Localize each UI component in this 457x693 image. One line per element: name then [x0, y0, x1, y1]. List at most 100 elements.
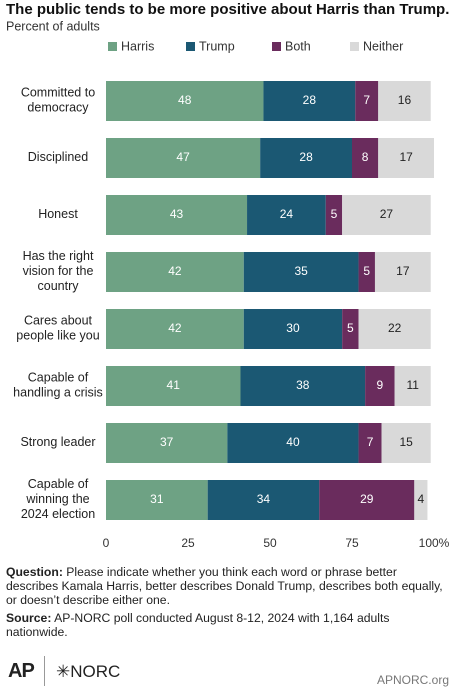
- value-label: 42: [168, 321, 182, 335]
- bar-segment: [106, 81, 264, 121]
- bar-segment: [106, 309, 244, 349]
- logo-divider: [44, 656, 45, 686]
- value-label: 7: [367, 435, 374, 449]
- bar-segment: [106, 138, 261, 178]
- bar-segment: [342, 195, 431, 235]
- legend-swatch: [272, 42, 281, 51]
- value-label: 42: [168, 264, 182, 278]
- bar-segment: [240, 366, 366, 406]
- value-label: 5: [363, 264, 370, 278]
- value-label: 7: [363, 93, 370, 107]
- value-label: 16: [398, 93, 412, 107]
- bar-segment: [352, 138, 379, 178]
- bar-segment: [358, 252, 375, 292]
- category-label: Capable of winning the 2024 election: [21, 477, 95, 521]
- x-tick-label: 25: [181, 536, 195, 550]
- logo-star: ✳: [56, 662, 71, 681]
- legend-label: Neither: [363, 39, 403, 53]
- value-label: 4: [418, 492, 425, 506]
- bar-segment: [378, 81, 431, 121]
- category-label: Honest: [38, 207, 78, 221]
- source-note: Source: AP-NORC poll conducted August 8-…: [6, 611, 446, 639]
- x-tick-label: 0: [103, 536, 110, 550]
- category-line: handling a crisis: [13, 386, 103, 400]
- category-line: people like you: [16, 329, 99, 343]
- value-label: 47: [176, 150, 190, 164]
- value-label: 8: [362, 150, 369, 164]
- bar-segment: [106, 423, 228, 463]
- x-tick-label: 50: [263, 536, 277, 550]
- category-line: Strong leader: [20, 435, 95, 449]
- bar-segment: [325, 195, 343, 235]
- value-label: 43: [170, 207, 184, 221]
- chart: The public tends to be more positive abo…: [6, 1, 450, 550]
- question-label: Question:: [6, 565, 63, 579]
- bar-segment: [378, 138, 434, 178]
- x-tick-label: 100%: [419, 536, 450, 550]
- value-label: 38: [296, 378, 310, 392]
- bar-segment: [243, 252, 359, 292]
- category-line: vision for the: [23, 264, 94, 278]
- category-line: winning the: [25, 492, 89, 506]
- legend-swatch: [186, 42, 195, 51]
- bar-segment: [243, 309, 343, 349]
- bar-segment: [358, 309, 431, 349]
- legend-label: Both: [285, 39, 311, 53]
- bar-segment: [342, 309, 359, 349]
- source-label: Source:: [6, 611, 52, 625]
- question-note: Question: Please indicate whether you th…: [6, 565, 446, 607]
- category-line: Committed to: [21, 86, 95, 100]
- bar-segment: [106, 252, 244, 292]
- logo-ap: AP: [8, 660, 35, 682]
- category-line: Cares about: [24, 314, 93, 328]
- source-text: AP-NORC poll conducted August 8-12, 2024…: [6, 611, 390, 639]
- legend-label: Harris: [121, 39, 154, 53]
- bar-segment: [394, 366, 431, 406]
- value-label: 30: [286, 321, 300, 335]
- bar-segment: [374, 252, 431, 292]
- legend-swatch: [108, 42, 117, 51]
- value-label: 9: [377, 378, 384, 392]
- logo-norc-text: NORC: [70, 662, 121, 681]
- category-line: Capable of: [28, 371, 89, 385]
- value-label: 15: [399, 435, 413, 449]
- bar-segment: [207, 480, 320, 520]
- category-label: Has the right vision for the country: [23, 249, 94, 293]
- value-label: 41: [167, 378, 181, 392]
- value-label: 5: [347, 321, 354, 335]
- value-label: 29: [360, 492, 374, 506]
- category-line: Capable of: [28, 477, 89, 491]
- bar-segment: [365, 366, 395, 406]
- chart-subtitle: Percent of adults: [6, 19, 100, 33]
- bar-segment: [247, 195, 326, 235]
- category-label: Disciplined: [28, 150, 88, 164]
- category-label: Committed to democracy: [21, 86, 95, 115]
- chart-title: The public tends to be more positive abo…: [6, 1, 449, 18]
- value-label: 24: [280, 207, 294, 221]
- category-line: Disciplined: [28, 150, 88, 164]
- bar-segment: [260, 138, 352, 178]
- website: APNORC.org: [376, 673, 449, 687]
- bar-segment: [106, 480, 208, 520]
- value-label: 28: [303, 93, 317, 107]
- category-label: Strong leader: [20, 435, 95, 449]
- value-label: 11: [406, 378, 419, 392]
- value-label: 40: [286, 435, 300, 449]
- category-line: democracy: [27, 101, 89, 115]
- bar-segment: [319, 480, 415, 520]
- value-label: 28: [299, 150, 313, 164]
- value-label: 31: [150, 492, 164, 506]
- bar-segment: [227, 423, 359, 463]
- value-label: 17: [399, 150, 413, 164]
- bar-segment: [381, 423, 431, 463]
- value-label: 27: [380, 207, 394, 221]
- legend-swatch: [350, 42, 359, 51]
- category-label: Cares about people like you: [16, 314, 99, 343]
- bar-segment: [414, 480, 428, 520]
- question-text: Please indicate whether you think each w…: [6, 565, 443, 607]
- value-label: 37: [160, 435, 174, 449]
- category-line: country: [38, 279, 80, 293]
- bar-segment: [263, 81, 356, 121]
- value-label: 17: [396, 264, 410, 278]
